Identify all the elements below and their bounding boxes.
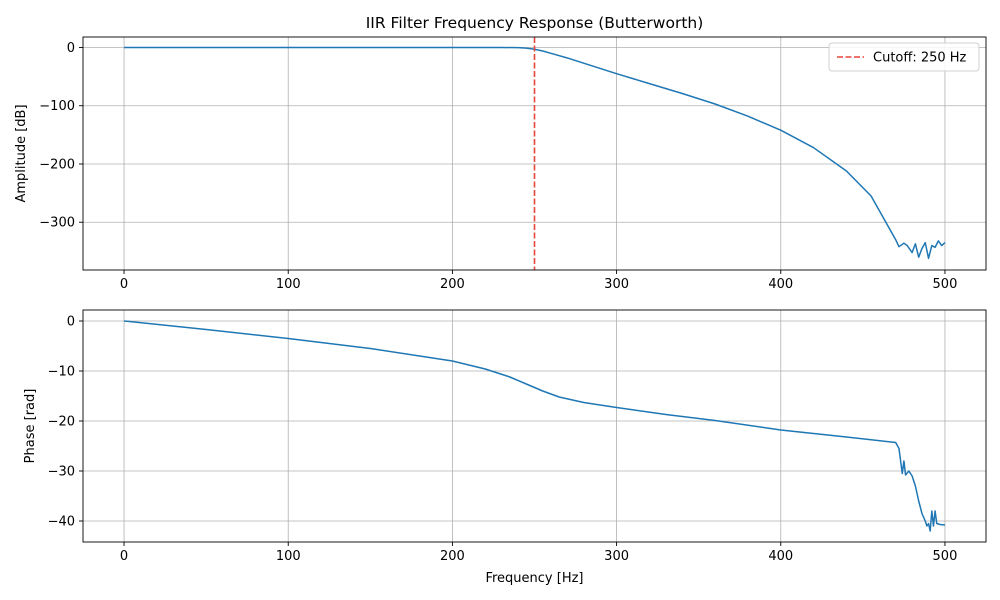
x-tick-label: 0 [120,277,128,292]
response-series-line [124,46,946,260]
axes-frame [82,309,987,543]
x-tick-label: 400 [768,549,793,564]
y-tick-label: 0 [67,41,75,56]
y-axis-label: Amplitude [dB] [14,104,29,202]
x-tick-label: 100 [276,549,301,564]
chart-title: IIR Filter Frequency Response (Butterwor… [366,14,704,32]
x-tick-label: 100 [276,277,301,292]
legend-box [828,42,980,72]
x-tick-label: 200 [440,549,465,564]
y-tick-label: −100 [39,99,75,114]
x-tick-label: 400 [768,277,793,292]
y-tick-label: −300 [39,216,75,231]
y-tick-label: 0 [67,315,75,330]
legend-entry: Cutoff: 250 Hz [873,51,967,66]
x-tick-label: 500 [933,549,958,564]
x-tick-label: 500 [933,277,958,292]
y-tick-label: −200 [39,157,75,172]
amplitude-subplot: 0 100 200 300 400 500 0 −100 −200 −300 IIR Filter … [14,14,987,292]
x-tick-label: 300 [604,277,629,292]
y-tick-label: −40 [48,515,75,530]
x-tick-label: 0 [120,549,128,564]
y-tick-label: −30 [48,465,75,480]
legend: Cutoff: 250 Hz [828,42,980,72]
response-series-line [123,320,946,532]
x-tick-label: 200 [440,277,465,292]
y-tick-label: −10 [48,365,75,380]
x-axis-label: Frequency [Hz] [485,571,583,586]
phase-subplot: 0 100 200 300 400 500 0 −10 −20 −30 −40 Phase [rad]… [23,309,987,586]
y-tick-label: −20 [48,415,75,430]
axes-frame [82,36,987,271]
x-tick-label: 300 [604,549,629,564]
y-axis-label: Phase [rad] [23,389,38,464]
